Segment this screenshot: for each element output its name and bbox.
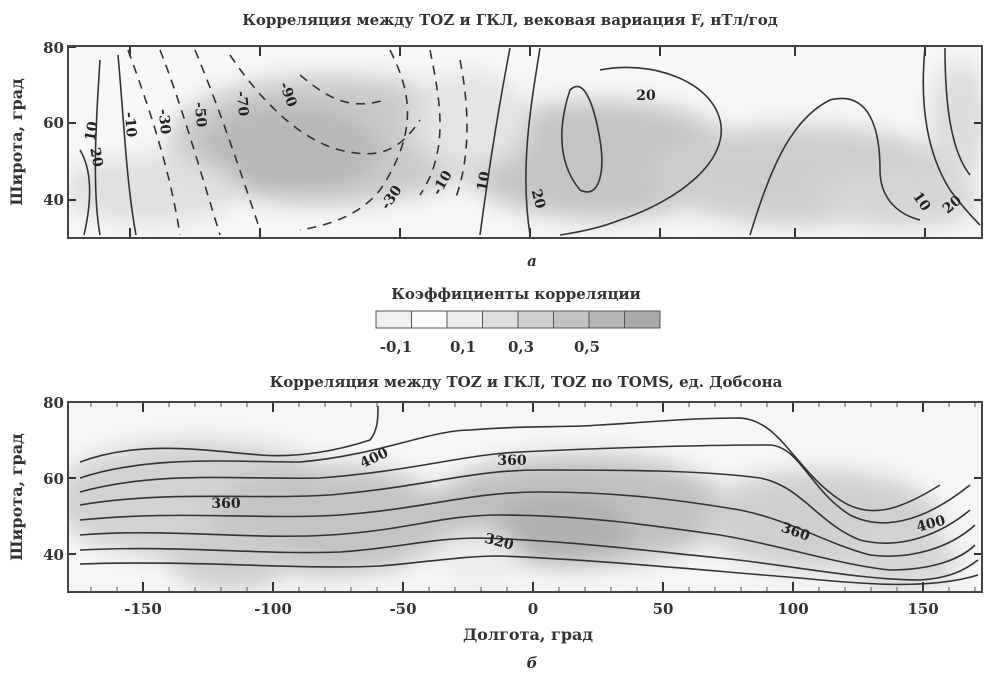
contour-label: 400: [915, 513, 948, 536]
contour-label: 360: [497, 453, 526, 469]
contour-label: -30: [155, 108, 173, 135]
panel-b-frame: [67, 401, 983, 593]
legend-title: Коэффициенты корреляции: [391, 285, 641, 303]
panel-b-ytick-40: 40: [43, 546, 64, 564]
contour-label: 360: [211, 496, 240, 512]
panel-b-ytick-80: 80: [43, 394, 64, 412]
contour-label: 20: [86, 146, 105, 168]
panel-a-frame: [67, 45, 983, 239]
panel-b-xtick: 150: [907, 600, 938, 618]
legend-swatch: [411, 310, 448, 329]
panel-a-title: Корреляция между TOZ и ГКЛ, вековая вари…: [242, 11, 778, 29]
legend-swatch: [588, 310, 625, 329]
panel-a-label: а: [527, 252, 537, 270]
panel-a-contours: [79, 47, 981, 236]
panel-a-ylabel: Широта, град: [7, 78, 26, 206]
legend-tick: 0,3: [508, 338, 534, 356]
contour-label: -10: [121, 111, 139, 138]
panel-b-xtick: 50: [653, 600, 674, 618]
panel-b-ticks: [68, 402, 982, 592]
panel-b-xtick: -150: [124, 600, 162, 618]
legend-swatch: [553, 310, 590, 329]
panel-b-xtick: 0: [528, 600, 538, 618]
contour-label: 10: [82, 120, 101, 142]
legend-swatch: [446, 310, 483, 329]
panel-b-xtick: 100: [777, 600, 808, 618]
contour-label: 320: [483, 531, 516, 554]
panel-b-title: Корреляция между TOZ и ГКЛ, TOZ по TOMS,…: [270, 373, 783, 391]
legend-tick: 0,1: [450, 338, 476, 356]
contour-label: 20: [636, 88, 656, 104]
contour-label: -50: [191, 101, 209, 128]
contour-label: -70: [233, 90, 251, 117]
panel-b-ylabel: Широта, град: [7, 433, 26, 561]
panel-b-xlabel: Долгота, град: [463, 625, 593, 644]
contour-label: 20: [528, 187, 549, 210]
legend-swatch: [517, 310, 554, 329]
panel-b-contours: [79, 405, 979, 586]
legend-tick: -0,1: [380, 338, 412, 356]
legend-swatch: [624, 310, 661, 329]
legend-swatch: [482, 310, 519, 329]
panel-a-ytick-40: 40: [43, 191, 64, 209]
panel-b-label: б: [527, 654, 538, 672]
panel-b-xtick: -50: [389, 600, 416, 618]
panel-a-ytick-60: 60: [43, 114, 64, 132]
panel-a-ticks: [68, 46, 982, 238]
legend-tick: 0,5: [574, 338, 600, 356]
panel-a-shading: [68, 46, 982, 238]
panel-a-ytick-80: 80: [43, 39, 64, 57]
contour-label: 10: [474, 170, 493, 192]
legend-swatch: [375, 310, 412, 329]
panel-b-ytick-60: 60: [43, 470, 64, 488]
legend-swatches: [375, 310, 661, 329]
panel-b-xtick: -100: [254, 600, 292, 618]
